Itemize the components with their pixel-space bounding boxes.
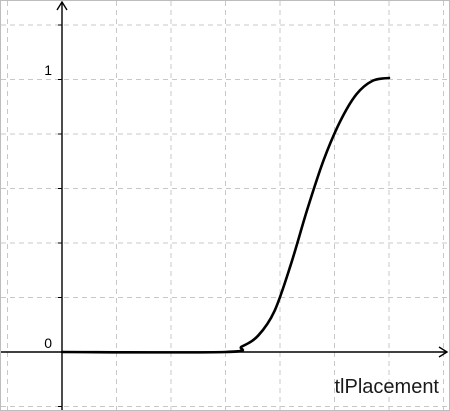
y-tick-label-1: 1 [44, 62, 52, 78]
x-axis-arrow [438, 346, 449, 358]
y-axis-arrow [56, 1, 68, 11]
x-axis-title: tlPlacement [335, 376, 440, 398]
y-ticks: 01 [44, 24, 62, 407]
series-line [60, 76, 391, 354]
y-tick-label-0: 0 [44, 335, 52, 351]
